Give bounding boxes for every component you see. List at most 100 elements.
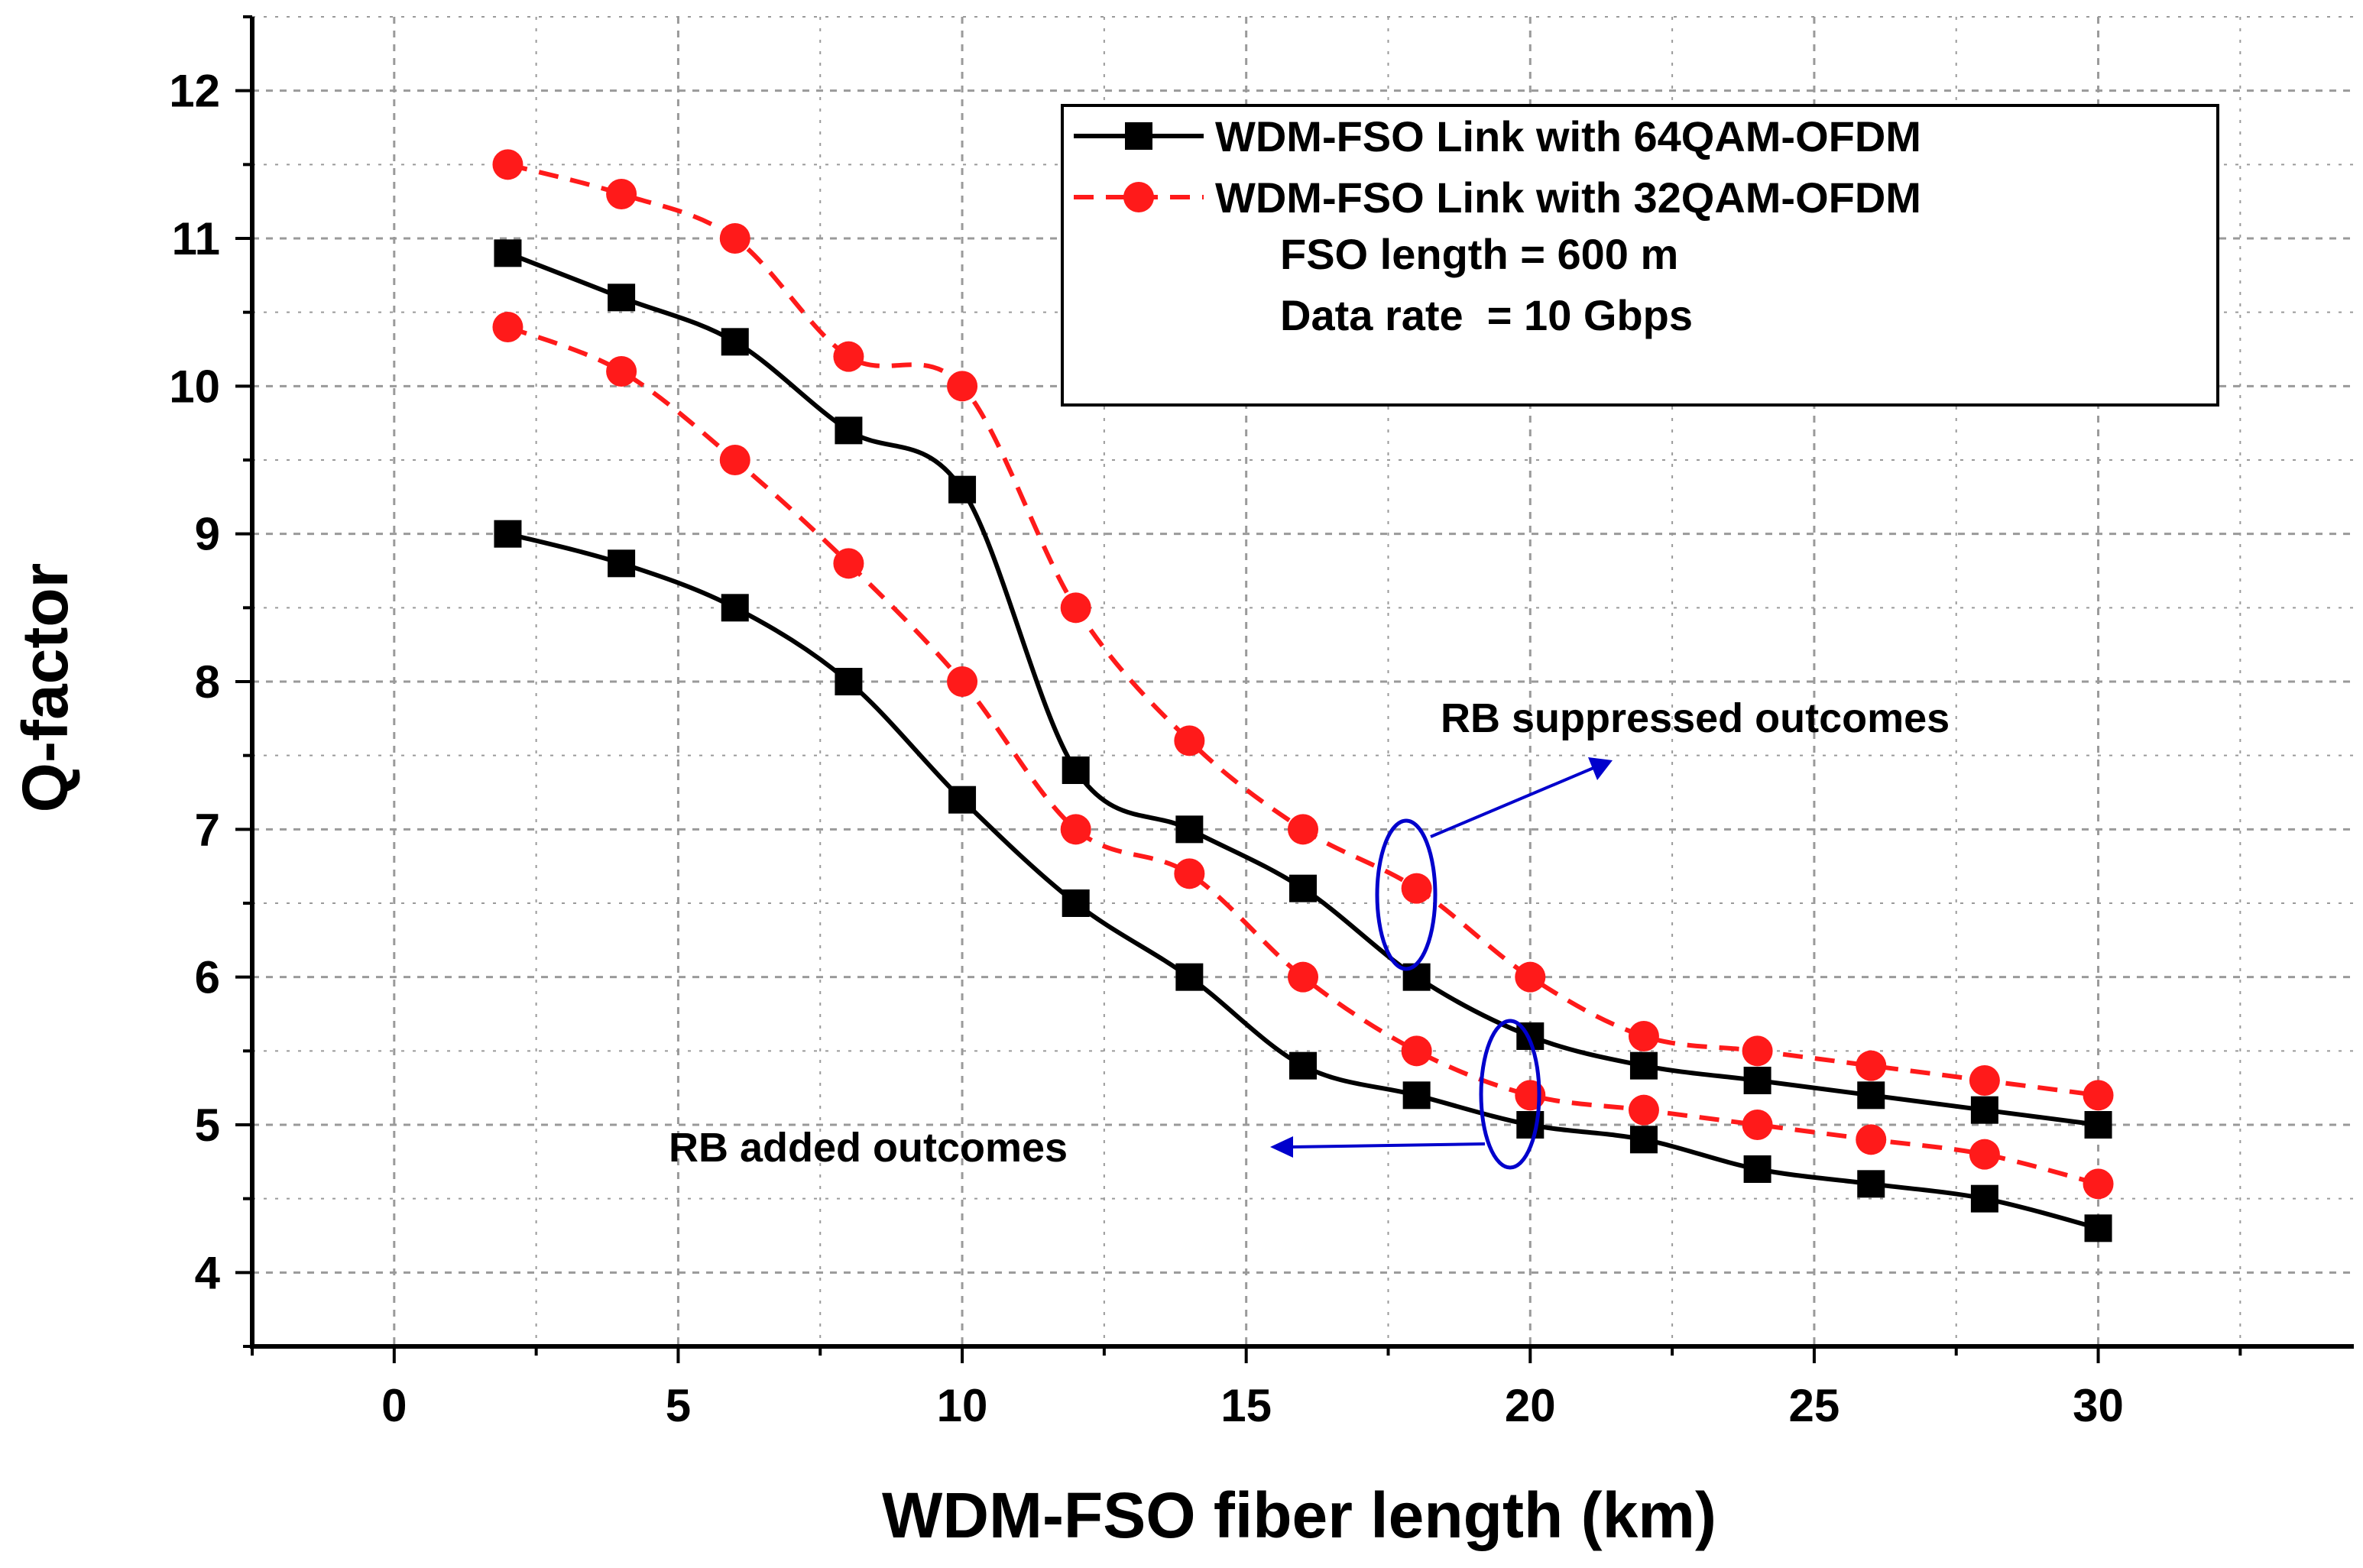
data-point — [1970, 1096, 1998, 1124]
data-point — [1175, 963, 1204, 991]
series-32qam-3 — [492, 312, 2114, 1200]
data-point — [608, 283, 636, 312]
series-line — [507, 162, 2099, 1098]
series-line — [507, 251, 2099, 1127]
data-point — [2083, 1080, 2114, 1111]
legend-box — [1061, 104, 2219, 407]
annotation-suppressed-label: RB suppressed outcomes — [1441, 695, 1950, 741]
data-point — [1742, 1035, 1773, 1067]
data-point — [947, 371, 978, 402]
x-tick-label: 10 — [937, 1380, 988, 1431]
data-point — [1628, 1021, 1659, 1051]
data-point — [833, 548, 864, 579]
data-point — [1174, 725, 1205, 756]
series — [492, 149, 2114, 1242]
data-point — [1742, 1110, 1773, 1140]
y-tick-label: 4 — [195, 1247, 221, 1298]
data-point — [1857, 1081, 1885, 1110]
x-tick-label: 15 — [1220, 1380, 1272, 1431]
data-point — [492, 149, 523, 180]
x-axis-title: WDM-FSO fiber length (km) — [882, 1479, 1716, 1551]
data-point — [1856, 1050, 1887, 1081]
tick-labels: 0 5 10 15 20 25 30 4 5 6 7 8 9 10 11 12 — [169, 66, 2124, 1431]
data-point — [608, 549, 636, 578]
data-point — [1060, 592, 1091, 624]
data-point — [948, 475, 977, 504]
annotation-ellipse-added — [1479, 1019, 1541, 1170]
data-point — [947, 666, 978, 697]
data-point — [721, 594, 749, 622]
data-point — [1060, 814, 1091, 845]
data-point — [606, 356, 637, 387]
y-axis-title: Q-factor — [9, 563, 81, 813]
legend-entry-32qam: WDM-FSO Link with 32QAM-OFDM — [1215, 173, 1921, 222]
data-point — [1401, 873, 1432, 904]
series-64qam-1 — [494, 520, 2112, 1242]
series-32qam-2 — [492, 149, 2114, 1111]
annotation-ellipse-suppressed — [1375, 818, 1438, 971]
x-tick-label: 5 — [666, 1380, 691, 1431]
data-point — [1401, 1035, 1432, 1067]
y-tick-label: 6 — [195, 952, 220, 1003]
legend-marker-64qam — [1125, 122, 1152, 150]
data-point — [2084, 1214, 2112, 1242]
y-tick-label: 7 — [195, 804, 220, 855]
data-point — [1628, 1094, 1659, 1126]
data-point — [492, 312, 523, 342]
annotation-arrowhead-suppressed — [1588, 757, 1613, 780]
y-tick-label: 5 — [195, 1100, 220, 1151]
x-tick-label: 20 — [1505, 1380, 1556, 1431]
data-point — [835, 668, 863, 695]
data-point — [1969, 1139, 2000, 1170]
data-point — [1288, 961, 1318, 993]
x-tick-label: 25 — [1789, 1380, 1840, 1431]
data-point — [1515, 961, 1546, 993]
data-point — [833, 341, 864, 372]
y-tick-label: 12 — [169, 66, 220, 117]
y-tick-label: 10 — [169, 361, 220, 412]
data-point — [948, 786, 977, 814]
annotation-arrow-added — [1291, 1142, 1486, 1148]
x-tick-label: 30 — [2073, 1380, 2124, 1431]
data-point — [1743, 1155, 1771, 1183]
legend-note-data-rate: Data rate = 10 Gbps — [1280, 291, 1693, 339]
data-point — [719, 223, 750, 254]
legend-note-fso-length: FSO length = 600 m — [1280, 230, 1678, 278]
series-line — [507, 325, 2099, 1187]
data-point — [1629, 1051, 1658, 1080]
data-point — [721, 328, 749, 356]
data-point — [494, 520, 522, 548]
data-point — [1062, 889, 1090, 917]
y-tick-label: 9 — [195, 509, 220, 560]
series-64qam-0 — [494, 239, 2112, 1139]
data-point — [1175, 815, 1204, 844]
data-point — [1629, 1126, 1658, 1154]
data-point — [1174, 858, 1205, 889]
data-point — [1857, 1170, 1885, 1198]
data-point — [606, 179, 637, 209]
axes — [235, 15, 2354, 1363]
legend: WDM-FSO Link with 64QAM-OFDM WDM-FSO Lin… — [1061, 104, 2219, 407]
data-point — [1970, 1184, 1998, 1213]
data-point — [719, 445, 750, 475]
data-point — [1288, 814, 1318, 845]
annotations: RB suppressed outcomes RB added outcomes — [669, 695, 1950, 1171]
legend-marker-32qam — [1123, 182, 1154, 212]
data-point — [1289, 1051, 1317, 1080]
data-point — [835, 416, 863, 445]
y-tick-label: 11 — [172, 213, 220, 264]
data-point — [2083, 1168, 2114, 1200]
data-point — [1402, 1081, 1431, 1110]
data-point — [1856, 1124, 1887, 1155]
y-tick-label: 8 — [195, 656, 220, 708]
data-point — [1062, 756, 1090, 784]
annotation-added-label: RB added outcomes — [669, 1125, 1068, 1171]
data-point — [1289, 874, 1317, 902]
x-tick-label: 0 — [381, 1380, 407, 1431]
data-point — [494, 239, 522, 267]
annotation-arrow-suppressed — [1430, 766, 1594, 838]
data-point — [2084, 1111, 2112, 1139]
series-line — [507, 531, 2099, 1231]
data-point — [1969, 1065, 2000, 1096]
